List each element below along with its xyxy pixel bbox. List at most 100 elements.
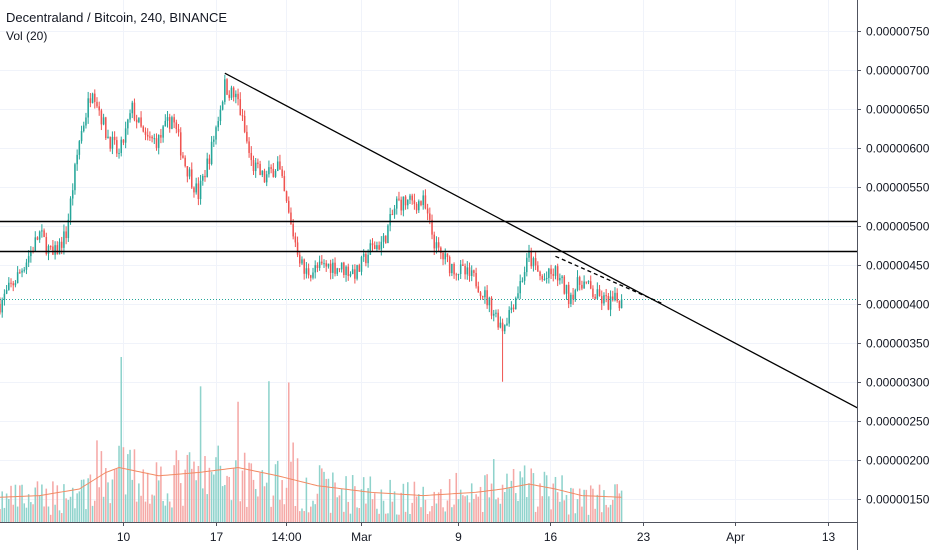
candle — [384, 235, 387, 244]
candle — [380, 241, 383, 250]
candle — [609, 296, 612, 310]
volume-bar — [548, 496, 550, 522]
candle — [76, 154, 78, 165]
volume-bar — [47, 506, 50, 522]
volume-bar — [184, 469, 186, 522]
candle — [470, 270, 473, 276]
candle — [149, 136, 151, 138]
candle — [548, 268, 550, 278]
candle — [113, 136, 116, 141]
trendline[interactable] — [224, 72, 860, 410]
volume-bar — [199, 386, 202, 522]
candle — [354, 269, 356, 279]
volume-bar — [343, 511, 345, 522]
volume-bar — [554, 476, 557, 522]
candle — [36, 237, 39, 240]
volume-bar — [356, 507, 358, 522]
volume-bar — [16, 506, 19, 522]
candle — [481, 296, 484, 298]
volume-bar — [219, 465, 222, 522]
volume-bar — [94, 500, 96, 522]
candle — [151, 136, 153, 139]
volume-bar — [376, 508, 378, 522]
volume-bar — [495, 499, 497, 522]
candle — [475, 272, 477, 287]
candle — [523, 272, 526, 281]
candle — [146, 134, 149, 137]
volume-bar — [332, 472, 334, 522]
volume-bar — [362, 477, 365, 522]
candle — [259, 163, 261, 175]
candle — [484, 290, 486, 298]
volume-bar — [422, 486, 424, 522]
volume-bar — [285, 487, 288, 522]
candle — [157, 135, 160, 148]
volume-bar — [246, 506, 248, 522]
volume-bar — [373, 493, 376, 522]
volume-bar — [8, 498, 10, 522]
price-tick-label: 0.00000700 — [866, 64, 930, 78]
candle — [56, 245, 59, 255]
volume-bar — [415, 496, 418, 522]
candle — [530, 251, 532, 267]
price-axis[interactable] — [857, 0, 932, 550]
volume-bar — [620, 490, 623, 522]
volume-bar — [523, 465, 526, 522]
volume-bar — [479, 486, 482, 522]
volume-bar — [100, 451, 103, 522]
candle — [188, 169, 191, 177]
candle — [202, 175, 204, 181]
candle — [213, 139, 215, 142]
volume-bar — [23, 503, 26, 522]
candle — [96, 101, 98, 107]
volume-bar — [140, 495, 142, 522]
volume-bar — [217, 445, 219, 522]
volume-bar — [587, 514, 590, 522]
volume-bar — [272, 495, 275, 522]
candle — [43, 230, 45, 238]
candle — [554, 266, 557, 276]
volume-bar — [230, 500, 233, 522]
volume-bar — [19, 485, 21, 522]
volume-bar — [497, 497, 499, 522]
volume-bar — [281, 480, 283, 522]
time-axis[interactable] — [0, 522, 857, 550]
candle — [596, 289, 599, 299]
volume-bar — [213, 474, 215, 522]
volume-bar — [221, 486, 224, 522]
candle — [228, 94, 231, 98]
volume-bar — [426, 513, 429, 522]
volume-bar — [321, 468, 323, 522]
candle — [160, 135, 162, 138]
volume-bar — [1, 491, 3, 522]
volume-bar — [488, 497, 491, 522]
volume-bar — [268, 381, 270, 522]
volume-bar — [305, 477, 308, 522]
price-tick-label: 0.00000500 — [866, 220, 930, 234]
volume-bar — [409, 513, 411, 522]
volume-bar — [96, 440, 98, 522]
dashed-trendline[interactable] — [555, 255, 662, 304]
volume-bar — [224, 484, 226, 522]
volume-bar — [484, 475, 486, 522]
candle — [248, 141, 250, 153]
candle — [208, 158, 211, 164]
volume-bar — [131, 479, 134, 522]
price-tick-label: 0.00000400 — [866, 298, 930, 312]
candle — [329, 263, 332, 273]
volume-bar — [36, 481, 39, 522]
volume-bar — [574, 513, 577, 522]
candle — [598, 289, 601, 297]
candle — [217, 121, 219, 128]
price-tick-label: 0.00000300 — [866, 376, 930, 390]
candle — [473, 270, 475, 273]
candle — [521, 280, 524, 282]
volume-bar — [113, 469, 116, 522]
candle — [395, 198, 398, 209]
volume-bar — [501, 484, 504, 522]
candle — [415, 203, 418, 211]
volume-bar — [334, 482, 336, 522]
candle — [54, 245, 56, 255]
volume-bar — [470, 483, 473, 522]
